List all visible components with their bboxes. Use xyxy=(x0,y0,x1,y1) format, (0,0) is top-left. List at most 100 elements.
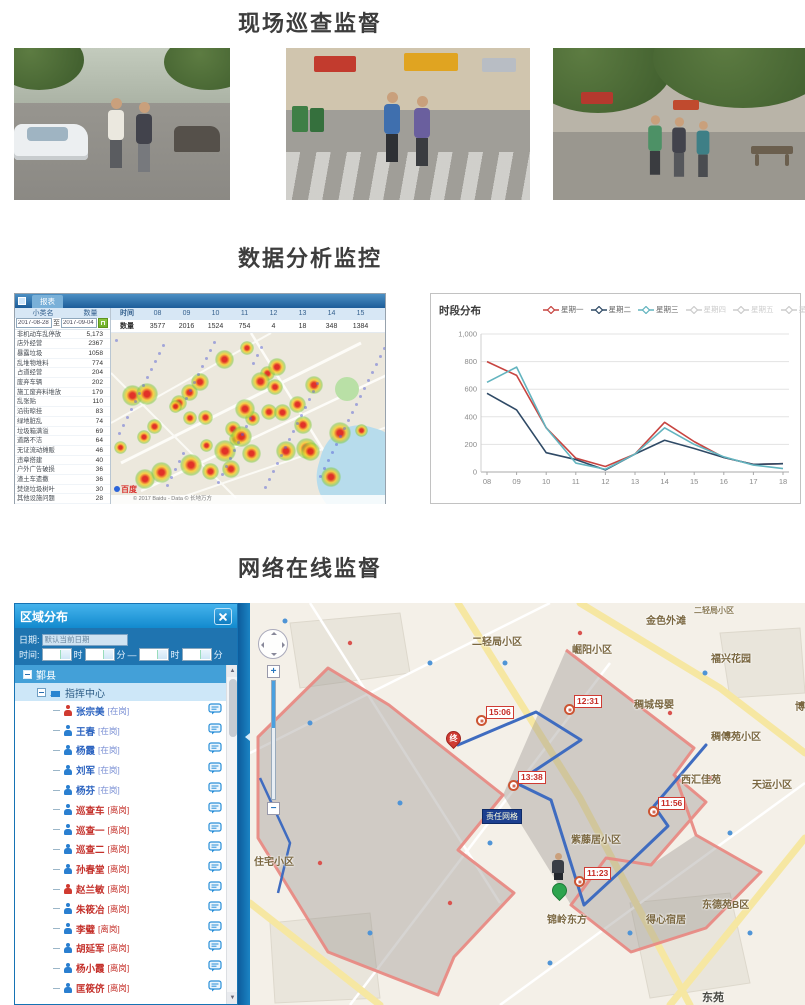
send-message-icon[interactable] xyxy=(208,920,222,938)
panel-collapse-handle[interactable] xyxy=(238,603,250,1005)
storefront-sign xyxy=(482,58,516,72)
send-message-icon[interactable] xyxy=(208,979,222,997)
tab-report[interactable]: 报表 xyxy=(32,295,63,308)
scroll-down-icon[interactable]: ▼ xyxy=(227,992,237,1004)
legend-item[interactable]: 星期三 xyxy=(638,304,679,315)
person-icon xyxy=(63,843,73,855)
person-row[interactable]: 刘军 [在岗] xyxy=(15,760,226,780)
zoom-out-button[interactable]: − xyxy=(267,802,280,815)
hour-time-label: 时间 xyxy=(120,310,134,317)
person-row[interactable]: 孙春堂 [离岗] xyxy=(15,859,226,879)
collapse-icon[interactable] xyxy=(37,687,46,697)
table-row[interactable]: 焚烧垃圾树叶 30 xyxy=(15,485,110,495)
table-row[interactable]: 绿地脏乱 74 xyxy=(15,417,110,427)
person-row[interactable]: 巡查车 [离岗] xyxy=(15,800,226,820)
report-app-screenshot: 报表 小类名 数量 至 非机动车乱停放 5,173 xyxy=(14,293,386,504)
scrollbar[interactable]: ▲ ▼ xyxy=(226,665,237,1004)
end-minute-select[interactable] xyxy=(181,648,212,661)
heatmap-map[interactable]: 百度 © 2017 Baidu - Data © 长地万方 xyxy=(111,333,385,504)
scroll-up-icon[interactable]: ▲ xyxy=(227,665,237,677)
zoom-slider[interactable] xyxy=(271,680,276,800)
table-row[interactable]: 沿街晾挂 83 xyxy=(15,407,110,417)
person-row[interactable]: 巡查一 [离岗] xyxy=(15,820,226,840)
tree-node-center[interactable]: 指挥中心 xyxy=(15,683,226,701)
map-pan-control[interactable] xyxy=(258,629,288,659)
date-to-input[interactable] xyxy=(61,318,97,329)
table-row[interactable]: 废弃车辆 202 xyxy=(15,378,110,388)
category-count: 74 xyxy=(95,417,103,425)
person-row[interactable]: 杨芬 [在岗] xyxy=(15,780,226,800)
table-row[interactable]: 垃圾箱满溢 69 xyxy=(15,427,110,437)
close-icon[interactable] xyxy=(214,607,232,625)
duty-status: [在岗] xyxy=(98,745,120,756)
svg-text:13: 13 xyxy=(631,477,639,486)
table-row[interactable]: 道路不洁 64 xyxy=(15,436,110,446)
end-hour-select[interactable] xyxy=(138,648,169,661)
send-message-icon[interactable] xyxy=(208,959,222,977)
send-message-icon[interactable] xyxy=(208,722,222,740)
person-icon xyxy=(63,923,73,934)
category-count: 83 xyxy=(95,408,103,416)
person-row[interactable]: 胡延军 [离岗] xyxy=(15,939,226,959)
patrol-track-map[interactable]: 金色外滩 二轻局小区 二轻局小区 崛阳小区 福兴花园 稠城母婴 稠傅苑小区 西汇佳苑 天运小区博… xyxy=(250,603,805,1005)
legend-item[interactable]: 星期六 xyxy=(780,304,805,315)
duty-status: [在岗] xyxy=(98,765,120,776)
table-row[interactable]: 户外广告破损 36 xyxy=(15,465,110,475)
category-count: 1058 xyxy=(88,350,103,357)
send-message-icon[interactable] xyxy=(208,781,222,799)
category-count: 110 xyxy=(92,398,103,406)
send-message-icon[interactable] xyxy=(208,880,222,898)
send-message-icon[interactable] xyxy=(208,860,222,878)
tree-node-county[interactable]: 鄞县 xyxy=(15,665,226,683)
tree-connector xyxy=(53,868,60,870)
person-row[interactable]: 赵兰敏 [离岗] xyxy=(15,879,226,899)
scroll-thumb[interactable] xyxy=(228,679,237,737)
calendar-icon[interactable] xyxy=(98,318,108,329)
duty-status: [在岗] xyxy=(107,705,130,716)
send-message-icon[interactable] xyxy=(208,741,222,759)
table-row[interactable]: 其他设施问题 28 xyxy=(15,494,110,504)
send-message-icon[interactable] xyxy=(208,801,222,819)
person-row[interactable]: 朱筱冶 [离岗] xyxy=(15,899,226,919)
tree-connector xyxy=(53,908,60,910)
table-row[interactable]: 乱堆物堆料 774 xyxy=(15,359,110,369)
send-message-icon[interactable] xyxy=(208,702,222,720)
legend-item[interactable]: 星期四 xyxy=(685,304,726,315)
hour-header-row: 时间 08 09 10 11 12 13 14 15 16 xyxy=(111,308,385,320)
send-message-icon[interactable] xyxy=(208,761,222,779)
table-row[interactable]: 暴露垃圾 1058 xyxy=(15,349,110,359)
date-input[interactable] xyxy=(41,633,128,646)
collapse-icon[interactable] xyxy=(23,669,32,679)
table-row[interactable]: 非机动车乱停放 5,173 xyxy=(15,330,110,340)
table-row[interactable]: 乱张贴 110 xyxy=(15,397,110,408)
date-from-input[interactable] xyxy=(16,318,52,329)
table-row[interactable]: 无证流动摊贩 46 xyxy=(15,446,110,456)
table-row[interactable]: 占道经营 204 xyxy=(15,368,110,379)
person-row[interactable]: 王春 [在岗] xyxy=(15,721,226,741)
send-message-icon[interactable] xyxy=(208,821,222,839)
start-minute-select[interactable] xyxy=(84,648,115,661)
table-row[interactable]: 违章搭建 40 xyxy=(15,456,110,466)
person-row[interactable]: 李璧 [离岗] xyxy=(15,919,226,939)
category-name: 其他设施问题 xyxy=(17,495,55,503)
category-name: 乱堆物堆料 xyxy=(17,359,49,367)
send-message-icon[interactable] xyxy=(208,900,222,918)
duty-status: [离岗] xyxy=(107,903,130,914)
person-row[interactable]: 杨小霞 [离岗] xyxy=(15,958,226,978)
tree-connector xyxy=(53,710,60,712)
person-row[interactable]: 巡查二 [离岗] xyxy=(15,840,226,860)
send-message-icon[interactable] xyxy=(208,840,222,858)
start-hour-select[interactable] xyxy=(41,648,72,661)
center-label: 指挥中心 xyxy=(65,688,105,700)
person-row[interactable]: 匡筱侪 [离岗] xyxy=(15,978,226,998)
legend-item[interactable]: 星期二 xyxy=(590,304,631,315)
legend-item[interactable]: 星期一 xyxy=(543,304,584,315)
table-row[interactable]: 渣土车遗撒 36 xyxy=(15,475,110,485)
person-row[interactable]: 杨霞 [在岗] xyxy=(15,741,226,761)
table-row[interactable]: 店外经营 2367 xyxy=(15,339,110,349)
legend-item[interactable]: 星期五 xyxy=(733,304,774,315)
table-row[interactable]: 施工废弃料堆放 179 xyxy=(15,388,110,398)
zoom-in-button[interactable]: + xyxy=(267,665,280,678)
person-row[interactable]: 张宗美 [在岗] xyxy=(15,701,226,721)
send-message-icon[interactable] xyxy=(208,939,222,957)
